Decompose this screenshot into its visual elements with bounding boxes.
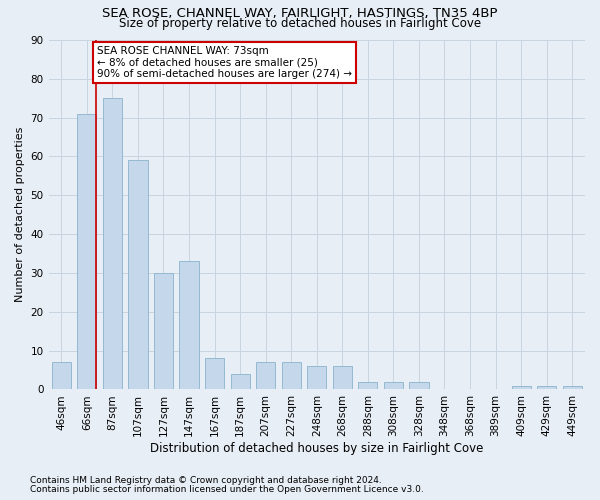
Bar <box>358 382 377 390</box>
Bar <box>179 262 199 390</box>
Bar <box>409 382 428 390</box>
Text: Size of property relative to detached houses in Fairlight Cove: Size of property relative to detached ho… <box>119 18 481 30</box>
Text: SEA ROSE, CHANNEL WAY, FAIRLIGHT, HASTINGS, TN35 4BP: SEA ROSE, CHANNEL WAY, FAIRLIGHT, HASTIN… <box>102 8 498 20</box>
Bar <box>154 273 173 390</box>
Bar <box>77 114 97 390</box>
Bar <box>537 386 556 390</box>
Y-axis label: Number of detached properties: Number of detached properties <box>15 127 25 302</box>
Bar <box>230 374 250 390</box>
Bar <box>384 382 403 390</box>
Text: SEA ROSE CHANNEL WAY: 73sqm
← 8% of detached houses are smaller (25)
90% of semi: SEA ROSE CHANNEL WAY: 73sqm ← 8% of deta… <box>97 46 352 79</box>
Bar <box>563 386 582 390</box>
Bar <box>512 386 531 390</box>
Bar <box>307 366 326 390</box>
Bar <box>103 98 122 390</box>
Bar <box>281 362 301 390</box>
Text: Contains public sector information licensed under the Open Government Licence v3: Contains public sector information licen… <box>30 485 424 494</box>
Bar <box>52 362 71 390</box>
Bar <box>205 358 224 390</box>
X-axis label: Distribution of detached houses by size in Fairlight Cove: Distribution of detached houses by size … <box>150 442 484 455</box>
Bar <box>128 160 148 390</box>
Bar <box>256 362 275 390</box>
Text: Contains HM Land Registry data © Crown copyright and database right 2024.: Contains HM Land Registry data © Crown c… <box>30 476 382 485</box>
Bar <box>333 366 352 390</box>
